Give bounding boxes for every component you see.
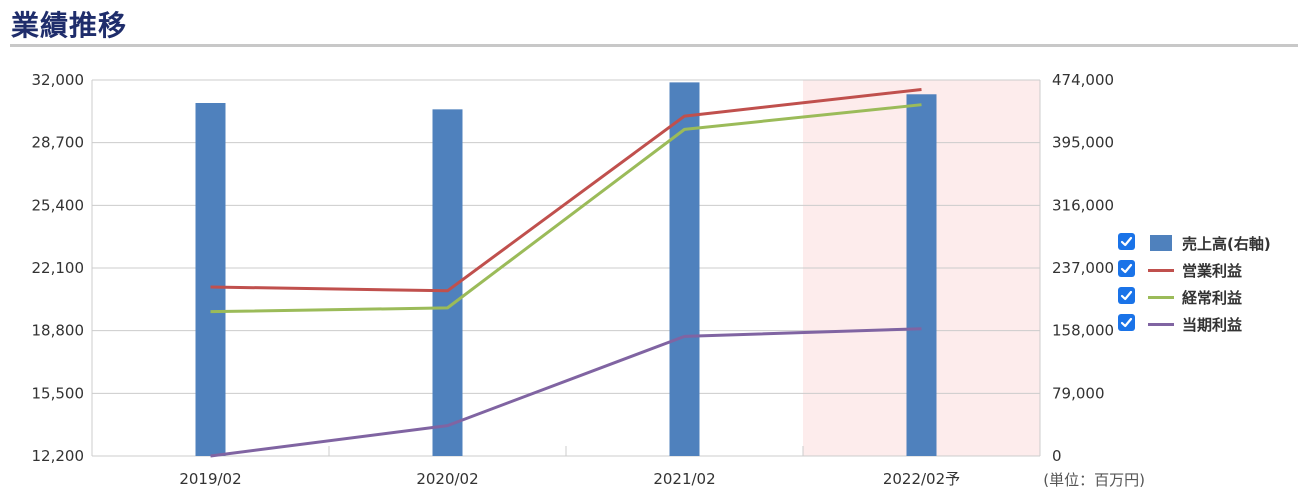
x-axis-tick-label: 2022/02予 — [883, 470, 960, 488]
line-net — [210, 327, 922, 458]
legend-item-ordinary[interactable]: 経常利益 — [1118, 286, 1298, 313]
legend-swatch — [1148, 296, 1174, 299]
left-axis-tick-label: 15,500 — [32, 384, 85, 402]
legend-label: 経常利益 — [1182, 289, 1243, 307]
bar-sales — [906, 94, 937, 457]
legend-checkbox[interactable] — [1118, 314, 1135, 331]
right-axis-tick-label: 237,000 — [1052, 259, 1114, 277]
legend-item-operating[interactable]: 営業利益 — [1118, 259, 1298, 286]
line-ordinary — [210, 103, 922, 314]
title-divider — [10, 44, 1298, 47]
x-axis-tick-label: 2020/02 — [416, 470, 478, 488]
page-title: 業績推移 — [11, 9, 128, 42]
legend-swatch — [1148, 323, 1174, 326]
right-axis-tick-label: 158,000 — [1052, 322, 1114, 340]
legend-swatch — [1148, 269, 1174, 272]
left-axis-tick-label: 32,000 — [32, 71, 85, 89]
right-axis-tick-label: 79,000 — [1052, 384, 1105, 402]
legend-label: 売上高(右軸) — [1182, 235, 1271, 253]
bar-sales — [195, 103, 226, 457]
left-axis-tick-label: 28,700 — [32, 134, 85, 152]
left-axis-tick-label: 22,100 — [32, 259, 85, 277]
line-operating — [210, 88, 922, 293]
legend-item-net[interactable]: 当期利益 — [1118, 313, 1298, 340]
legend-checkbox[interactable] — [1118, 287, 1135, 304]
x-axis-tick-label: 2021/02 — [653, 470, 715, 488]
legend-item-sales[interactable]: 売上高(右軸) — [1118, 232, 1298, 259]
right-axis-tick-label: 316,000 — [1052, 196, 1114, 214]
legend-label: 営業利益 — [1182, 262, 1243, 280]
left-axis-tick-label: 25,400 — [32, 196, 85, 214]
left-axis-tick-label: 12,200 — [32, 447, 85, 465]
chart-legend: 売上高(右軸) 営業利益経常利益当期利益 — [1118, 232, 1298, 340]
legend-checkbox[interactable] — [1118, 260, 1135, 277]
legend-swatch — [1150, 235, 1172, 251]
right-axis-tick-label: 0 — [1052, 447, 1062, 465]
right-axis-tick-label: 474,000 — [1052, 71, 1114, 89]
legend-label: 当期利益 — [1182, 316, 1243, 334]
bar-sales — [669, 82, 700, 456]
x-axis-tick-label: 2019/02 — [179, 470, 241, 488]
left-axis-tick-label: 18,800 — [32, 322, 85, 340]
right-axis-tick-label: 395,000 — [1052, 134, 1114, 152]
unit-label: (単位：百万円) — [1043, 471, 1145, 489]
legend-checkbox[interactable] — [1118, 233, 1135, 250]
